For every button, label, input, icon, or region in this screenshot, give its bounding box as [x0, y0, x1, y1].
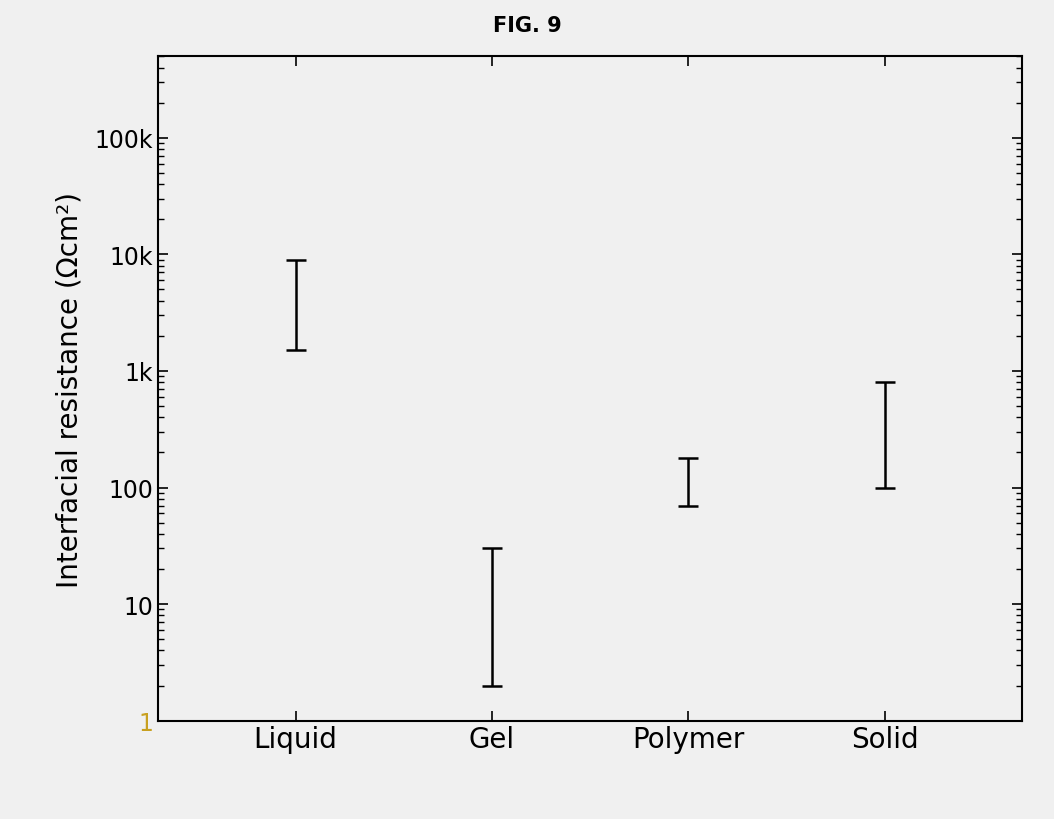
Text: FIG. 9: FIG. 9	[492, 16, 562, 36]
Y-axis label: Interfacial resistance (Ωcm²): Interfacial resistance (Ωcm²)	[56, 192, 83, 586]
